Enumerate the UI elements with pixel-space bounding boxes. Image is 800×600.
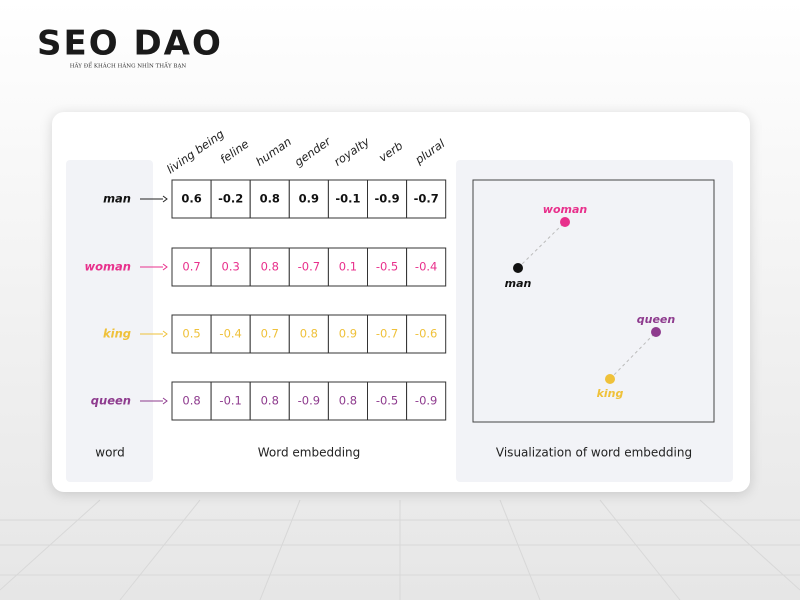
cell — [367, 179, 408, 219]
cell — [327, 247, 368, 287]
arrow-head — [162, 263, 168, 271]
cell-value: 0.9 — [299, 192, 319, 206]
cell-value: 0.8 — [260, 192, 280, 206]
point — [513, 263, 523, 273]
logo-title: SEO DAO — [37, 24, 223, 64]
cell-value: 0.8 — [300, 327, 318, 341]
cell — [406, 381, 447, 421]
point — [560, 217, 570, 227]
point-label: king — [597, 387, 624, 400]
panel-label: Word embedding — [258, 446, 361, 460]
cell-value: 0.3 — [222, 260, 240, 274]
arrow-head — [162, 195, 168, 203]
cell-value: -0.7 — [414, 192, 439, 206]
point-label: man — [505, 277, 532, 290]
cell — [288, 179, 329, 219]
cell — [171, 179, 212, 219]
cell-value: -0.5 — [376, 260, 398, 274]
panel-label: word — [95, 446, 125, 460]
cell-value: -0.1 — [335, 192, 360, 206]
logo-tagline: HÃY ĐỂ KHÁCH HÀNG NHÌN THẤY BẠN — [70, 62, 187, 70]
cell — [171, 247, 212, 287]
word-label: man — [103, 192, 131, 206]
cell — [210, 381, 251, 421]
word-panel — [66, 160, 153, 482]
relation-line — [609, 331, 657, 380]
word-label: king — [103, 327, 131, 341]
cell — [367, 381, 408, 421]
cell-value: -0.5 — [376, 394, 398, 408]
panel-label: Visualization of word embedding — [496, 446, 692, 460]
cell — [210, 247, 251, 287]
arrow-head — [162, 397, 168, 405]
point-label: woman — [543, 203, 588, 216]
relation-line — [517, 221, 566, 269]
cell-value: -0.2 — [218, 192, 243, 206]
word-label: woman — [85, 260, 131, 274]
cell-value: 0.1 — [339, 260, 357, 274]
cell — [327, 179, 368, 219]
cell — [249, 314, 290, 354]
cell-value: -0.4 — [415, 260, 437, 274]
cell-value: -0.4 — [219, 327, 241, 341]
word-label: queen — [91, 394, 131, 408]
cell-value: -0.9 — [415, 394, 437, 408]
point — [651, 327, 661, 337]
cell-value: 0.8 — [182, 394, 200, 408]
cell — [249, 179, 290, 219]
cell-value: -0.7 — [298, 260, 320, 274]
cell — [406, 314, 447, 354]
cell — [210, 314, 251, 354]
cell — [288, 314, 329, 354]
cell-value: -0.9 — [298, 394, 320, 408]
cell-value: -0.1 — [219, 394, 241, 408]
cell-value: 0.8 — [339, 394, 357, 408]
cell-value: 0.6 — [181, 192, 201, 206]
viz-box — [472, 179, 715, 423]
cell — [249, 247, 290, 287]
cell-value: 0.7 — [261, 327, 279, 341]
cell-value: 0.9 — [339, 327, 357, 341]
cell-value: 0.5 — [182, 327, 200, 341]
cell — [327, 314, 368, 354]
cell — [249, 381, 290, 421]
point-label: queen — [637, 313, 676, 326]
cell — [288, 247, 329, 287]
cell — [288, 381, 329, 421]
cell-value: 0.8 — [261, 260, 279, 274]
cell — [406, 247, 447, 287]
cell-value: 0.8 — [261, 394, 279, 408]
cell-value: -0.6 — [415, 327, 437, 341]
cell — [406, 179, 447, 219]
cell — [367, 314, 408, 354]
point — [605, 374, 615, 384]
floor-grid — [0, 499, 800, 600]
cell-value: -0.9 — [374, 192, 399, 206]
cell — [171, 381, 212, 421]
arrow-head — [162, 330, 168, 338]
cell-value: 0.7 — [182, 260, 200, 274]
cell-value: -0.7 — [376, 327, 398, 341]
cell — [210, 179, 251, 219]
